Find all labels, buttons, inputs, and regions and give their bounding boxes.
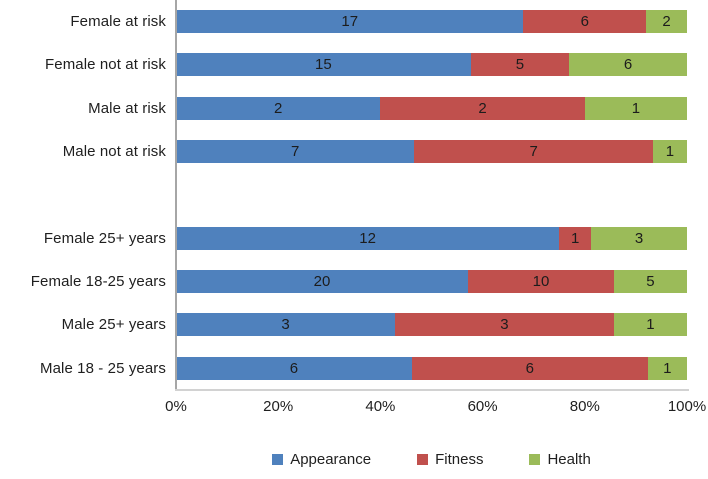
data-label: 6: [289, 359, 299, 377]
bar-segment-health: 6: [569, 53, 687, 77]
axis-tick-label: 20%: [263, 398, 294, 415]
bar-row: Female 25+ years 12 1 3: [0, 217, 687, 260]
x-axis: 0% 20% 40% 60% 80% 100%: [165, 398, 706, 418]
data-label: 2: [662, 13, 671, 31]
data-label: 3: [281, 316, 290, 334]
legend-item-appearance: Appearance: [272, 451, 371, 468]
chart-rows: Female at risk 17 6 2 Female not at risk 15 5 6…: [0, 0, 687, 390]
health-legend-swatch-icon: [529, 454, 541, 465]
bar-row: Female not at risk 15 5 6: [0, 43, 687, 86]
bar-row: [0, 173, 687, 216]
bar-track: 20 10 5: [176, 270, 687, 294]
bar-segment-appearance: 3: [176, 313, 395, 337]
axis-tick-label: 40%: [365, 398, 396, 415]
bar-segment-appearance: 12: [176, 226, 560, 250]
data-label: 6: [525, 359, 534, 377]
category-label: Female 18-25 years: [30, 273, 166, 291]
bar-segment-health: 3: [591, 226, 687, 250]
axis-tick-label: 60%: [467, 398, 498, 415]
bar-track: 6 6 1: [176, 356, 687, 380]
legend-label: Appearance: [290, 451, 372, 468]
category-label: Female 25+ years: [43, 229, 166, 247]
category-label: Female at risk: [70, 13, 166, 31]
data-label: 6: [580, 13, 589, 31]
bar-row: Female at risk 17 6 2: [0, 0, 687, 43]
category-label: Male at risk: [88, 99, 166, 117]
bar-segment-appearance: 6: [176, 356, 412, 380]
bar-row: Male not at risk 7 7 1: [0, 130, 687, 173]
bar-track: 3 3 1: [176, 313, 687, 337]
bar-segment-health: 2: [646, 10, 687, 34]
legend-item-health: Health: [529, 451, 591, 468]
bar-row: Female 18-25 years 20 10 5: [0, 260, 687, 303]
data-label: 5: [646, 273, 655, 291]
bar-segment-health: 1: [584, 96, 687, 120]
bar-row: Male 18 - 25 years 6 6 1: [0, 347, 687, 390]
bar-segment-fitness: 6: [523, 10, 647, 34]
bar-track: 7 7 1: [176, 140, 687, 164]
data-label: 6: [623, 56, 633, 74]
axis-tick-label: 0%: [165, 398, 187, 415]
bar-track: 2 2 1: [176, 96, 687, 120]
data-label: 12: [359, 229, 376, 247]
bar-segment-health: 1: [652, 140, 687, 164]
bar-track: [176, 183, 687, 206]
bar-row: Male at risk 2 2 1: [0, 87, 687, 130]
legend: Appearance Fitness Health: [176, 451, 687, 468]
data-label: 5: [515, 56, 525, 74]
data-label: 1: [631, 99, 641, 117]
bar-segment-fitness: 2: [380, 96, 585, 120]
bar-track: 17 6 2: [176, 10, 687, 34]
bar-segment-health: 5: [613, 270, 687, 294]
data-label: 20: [313, 273, 331, 291]
data-label: 2: [274, 99, 283, 117]
data-label: 3: [500, 316, 509, 334]
bar-segment-fitness: 5: [470, 53, 570, 77]
bar-segment-health: 1: [647, 356, 687, 380]
data-label: 7: [529, 143, 538, 161]
category-label: Male not at risk: [62, 143, 166, 161]
legend-item-fitness: Fitness: [417, 451, 483, 468]
category-label: Female not at risk: [44, 56, 166, 74]
bar-segment-health: 1: [613, 313, 687, 337]
data-label: 1: [665, 143, 675, 161]
data-label: 3: [634, 229, 644, 247]
bar-segment-fitness: 1: [559, 226, 592, 250]
bar-segment-appearance: 7: [176, 140, 415, 164]
category-label: Male 18 - 25 years: [39, 359, 166, 377]
bar-segment-fitness: 10: [468, 270, 614, 294]
bar-segment-fitness: 6: [411, 356, 648, 380]
bar-track: 15 5 6: [176, 53, 687, 77]
axis-tick-label: 80%: [569, 398, 600, 415]
legend-label: Fitness: [435, 451, 484, 468]
y-axis-line: [175, 0, 177, 391]
data-label: 2: [478, 99, 487, 117]
bar-segment-fitness: 7: [414, 140, 653, 164]
bar-segment-appearance: 20: [176, 270, 468, 294]
bar-segment-fitness: 3: [394, 313, 614, 337]
bar-segment-appearance: 17: [176, 10, 524, 34]
category-label: Male 25+ years: [61, 316, 166, 334]
legend-label: Health: [547, 451, 591, 468]
data-label: 7: [291, 143, 300, 161]
data-label: 1: [646, 316, 655, 334]
data-label: 10: [532, 273, 550, 291]
data-label: 1: [571, 229, 580, 247]
fitness-legend-swatch-icon: [417, 454, 429, 465]
appearance-legend-swatch-icon: [272, 454, 284, 465]
data-label: 1: [663, 359, 672, 377]
bar-segment-appearance: 15: [176, 53, 471, 77]
bar-segment-appearance: 2: [176, 96, 381, 120]
data-label: 15: [315, 56, 332, 74]
bar-track: 12 1 3: [176, 226, 687, 250]
axis-tick-label: 100%: [667, 398, 707, 415]
data-label: 17: [341, 13, 359, 31]
x-axis-line: [175, 389, 689, 391]
bar-row: Male 25+ years 3 3 1: [0, 303, 687, 346]
